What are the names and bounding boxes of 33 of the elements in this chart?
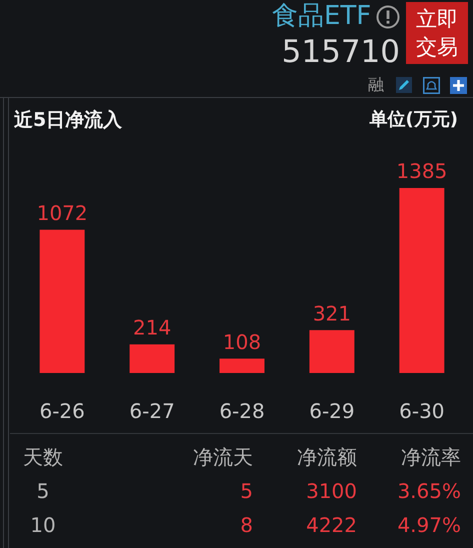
- text: 净流额: [297, 445, 357, 469]
- data-label: 1385: [396, 159, 448, 184]
- data-label: 1072: [36, 201, 88, 226]
- chart-title: 近5日净流入: [14, 109, 122, 131]
- text: 3.65%: [397, 479, 461, 503]
- x-tick-label: 6-28: [219, 399, 265, 424]
- text: 515710: [282, 34, 400, 70]
- x-tick-label: 6-27: [129, 399, 175, 424]
- data-label: 214: [132, 316, 172, 340]
- text: 立即交易: [415, 6, 459, 61]
- text: 净流率: [401, 445, 461, 469]
- x-tick-label: 6-29: [309, 399, 355, 424]
- text: 5: [240, 479, 253, 503]
- text: 融: [368, 75, 384, 94]
- bar: [130, 344, 175, 373]
- bar: [220, 358, 264, 373]
- bar: [40, 230, 85, 373]
- bar: [399, 188, 444, 373]
- text: 5: [36, 479, 50, 503]
- text: 食品ETF: [272, 1, 372, 31]
- text: 10: [29, 513, 57, 537]
- text: 天数: [22, 445, 64, 469]
- text: 3100: [306, 479, 357, 503]
- y-axis-title: 单位(万元): [370, 109, 458, 130]
- text: 4.97%: [397, 513, 461, 537]
- x-tick-label: 6-30: [399, 399, 445, 424]
- text: 4222: [306, 513, 357, 537]
- text: 8: [240, 513, 253, 537]
- x-tick-label: 6-26: [39, 399, 85, 424]
- data-label: 108: [222, 330, 262, 354]
- bar: [309, 330, 354, 373]
- text: 净流天: [193, 445, 253, 469]
- data-label: 321: [312, 301, 352, 326]
